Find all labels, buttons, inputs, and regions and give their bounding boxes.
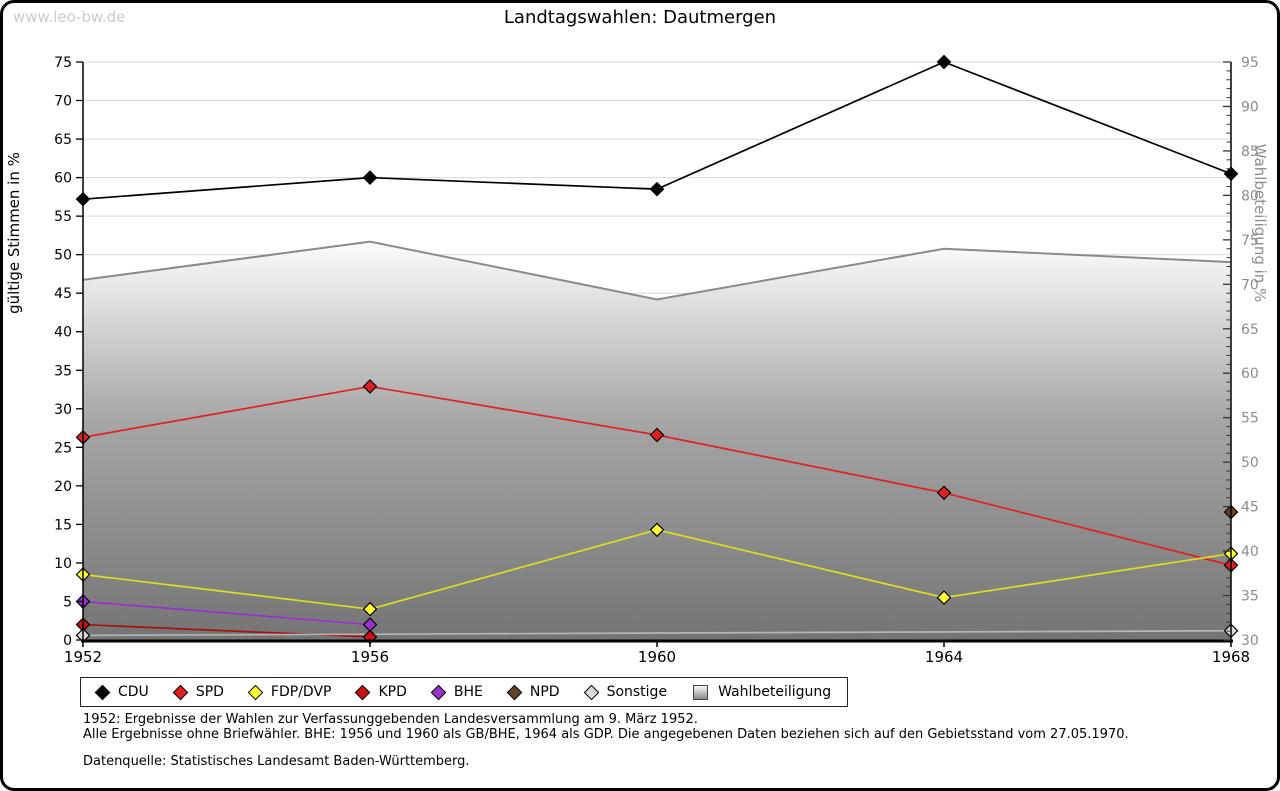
svg-text:75: 75 <box>1241 233 1259 249</box>
marker-CDU <box>362 170 378 185</box>
legend-item-Sonstige: Sonstige <box>583 684 668 700</box>
x-label-1968: 1968 <box>1212 648 1250 666</box>
footnote-line1: 1952: Ergebnisse der Wahlen zur Verfassu… <box>83 712 698 727</box>
chart-title: Landtagswahlen: Dautmergen <box>503 7 777 28</box>
legend-swatch-square <box>693 684 709 700</box>
x-label-1956: 1956 <box>351 648 389 666</box>
line-Sonstige <box>82 629 1232 637</box>
svg-text:95: 95 <box>1241 55 1259 71</box>
legend-label: KPD <box>378 684 407 700</box>
marker-SPD <box>649 427 665 443</box>
legend-item-FDP/DVP: FDP/DVP <box>247 684 332 700</box>
svg-text:55: 55 <box>54 209 72 225</box>
legend-swatch-diamond <box>430 684 447 700</box>
svg-text:15: 15 <box>54 517 72 533</box>
svg-text:10: 10 <box>54 556 72 572</box>
legend-label: SPD <box>195 684 224 700</box>
svg-text:75: 75 <box>54 55 72 71</box>
legend-label: FDP/DVP <box>270 684 332 700</box>
footnote-line2: Alle Ergebnisse ohne Briefwähler. BHE: 1… <box>83 726 1129 742</box>
svg-text:80: 80 <box>1241 188 1259 204</box>
legend-item-KPD: KPD <box>355 684 407 700</box>
legend-label: Sonstige <box>606 684 668 700</box>
footnotes: 1952: Ergebnisse der Wahlen zur Verfassu… <box>83 712 1129 770</box>
legend-label: BHE <box>453 684 483 700</box>
legend-swatch-diamond <box>355 684 371 700</box>
svg-text:35: 35 <box>1241 589 1259 605</box>
legend-item-NPD: NPD <box>506 684 560 700</box>
legend-swatch-diamond <box>583 684 599 700</box>
marker-CDU <box>936 54 952 70</box>
legend-item-SPD: SPD <box>172 684 224 700</box>
svg-text:30: 30 <box>1241 633 1259 649</box>
marker-SPD <box>362 379 378 394</box>
svg-text:65: 65 <box>1241 322 1259 338</box>
svg-text:60: 60 <box>1241 366 1259 382</box>
svg-text:25: 25 <box>54 440 72 456</box>
svg-text:70: 70 <box>1241 277 1259 293</box>
legend-item-BHE: BHE <box>430 684 483 700</box>
legend-box: CDU SPD FDP/DVP KPD BHE NPD Sonstige Wahlbeteil… <box>80 677 849 707</box>
svg-text:5: 5 <box>63 594 72 610</box>
svg-text:65: 65 <box>54 132 72 148</box>
svg-text:35: 35 <box>54 363 72 379</box>
legend-label: NPD <box>529 684 560 700</box>
marker-FDP/DVP <box>649 522 665 538</box>
legend-swatch-diamond <box>247 684 264 700</box>
legend-swatch-diamond <box>506 684 523 700</box>
legend-item-CDU: CDU <box>94 684 149 700</box>
marker-BHE <box>362 617 378 632</box>
svg-text:55: 55 <box>1241 411 1259 427</box>
legend-label: Wahlbeteiligung <box>718 684 832 700</box>
svg-text:70: 70 <box>54 94 72 110</box>
line-CDU <box>82 61 1232 201</box>
left-axis-title: gültige Stimmen in % <box>5 152 23 314</box>
axes: 0 5 10 15 20 25 30 35 40 45 50 55 60 65 70 75 30 35 40 45 50… <box>5 55 1269 666</box>
legend-item-Wahlbeteiligung: Wahlbeteiligung <box>693 684 831 700</box>
svg-text:40: 40 <box>54 325 72 341</box>
svg-text:50: 50 <box>1241 455 1259 471</box>
footnote-source: Datenquelle: Statistisches Landesamt Bad… <box>83 754 470 769</box>
svg-text:20: 20 <box>54 479 72 495</box>
right-axis-title: Wahlbeteiligung in % <box>1251 144 1269 303</box>
svg-text:40: 40 <box>1241 544 1259 560</box>
marker-CDU <box>649 181 665 197</box>
svg-text:45: 45 <box>1241 500 1259 516</box>
watermark-text: www.leo-bw.de <box>13 8 126 26</box>
svg-text:0: 0 <box>63 633 72 649</box>
line-BHE <box>82 600 371 626</box>
legend-swatch-diamond <box>94 684 111 700</box>
x-label-1952: 1952 <box>64 648 102 666</box>
legend-label: CDU <box>118 684 149 700</box>
svg-text:45: 45 <box>54 286 72 302</box>
marker-FDP/DVP <box>362 601 378 617</box>
marker-FDP/DVP <box>936 590 952 605</box>
x-label-1964: 1964 <box>925 648 963 666</box>
legend-swatch-diamond <box>172 684 189 700</box>
svg-text:90: 90 <box>1241 99 1259 115</box>
svg-text:85: 85 <box>1241 144 1259 160</box>
marker-SPD <box>936 485 952 501</box>
svg-text:60: 60 <box>54 171 72 187</box>
chart-svg: 0 5 10 15 20 25 30 35 40 45 50 55 60 65 70 75 30 35 40 45 50… <box>5 54 1269 666</box>
x-label-1960: 1960 <box>638 648 676 666</box>
svg-text:30: 30 <box>54 402 72 418</box>
svg-text:50: 50 <box>54 248 72 264</box>
